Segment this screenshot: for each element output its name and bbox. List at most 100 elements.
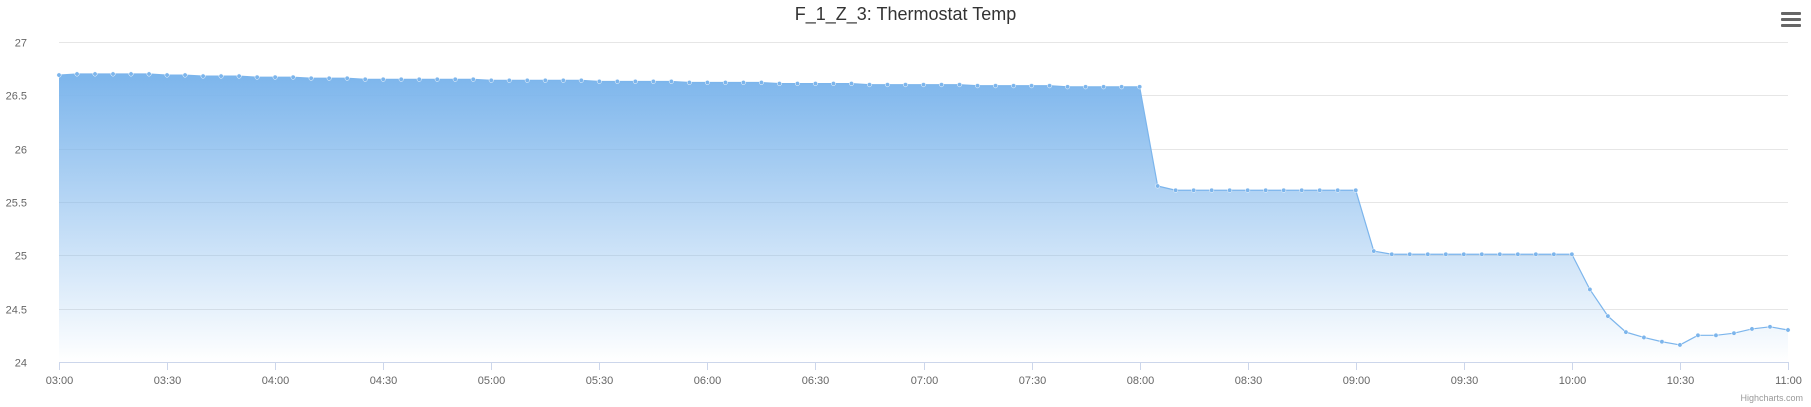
data-point <box>254 74 260 80</box>
data-point <box>110 71 116 77</box>
data-point <box>831 81 836 87</box>
axis-layer: 24 24.5 25 25.5 26 26.5 27 03:00 03:30 04:00 04:30… <box>6 38 1802 388</box>
data-point <box>740 80 746 85</box>
data-point <box>524 77 530 83</box>
x-tick-label: 10:00 <box>1559 375 1587 387</box>
data-point <box>1245 187 1251 193</box>
data-point <box>1389 251 1395 257</box>
data-point <box>1299 187 1305 193</box>
data-point <box>632 79 638 84</box>
x-tick-label: 05:30 <box>586 375 614 387</box>
data-point <box>704 80 710 85</box>
menu-bar-middle <box>1781 18 1801 21</box>
data-point <box>1749 326 1755 332</box>
data-point <box>957 82 962 88</box>
data-point <box>921 82 926 88</box>
data-point <box>1587 287 1593 292</box>
data-point <box>722 80 728 85</box>
data-point <box>92 71 98 77</box>
data-point <box>1461 251 1467 257</box>
data-point <box>596 79 602 84</box>
data-point <box>794 81 800 87</box>
data-point <box>542 77 548 83</box>
data-point <box>1119 84 1125 90</box>
data-point <box>218 73 224 79</box>
data-point <box>290 74 296 80</box>
data-point <box>416 76 422 82</box>
data-point <box>272 74 278 80</box>
data-point <box>1533 251 1539 257</box>
data-point <box>812 81 818 87</box>
hamburger-menu-icon[interactable] <box>1781 10 1801 28</box>
data-point <box>1623 329 1629 335</box>
x-tick-label: 08:00 <box>1127 375 1155 387</box>
data-point <box>1065 84 1071 90</box>
data-point <box>398 76 404 82</box>
data-point <box>1029 83 1035 89</box>
data-point <box>1515 251 1521 257</box>
data-point <box>146 71 152 77</box>
data-point <box>885 82 890 88</box>
data-point <box>1227 187 1233 193</box>
x-tick-label: 10:30 <box>1667 375 1695 387</box>
x-tick-label: 03:00 <box>46 375 74 387</box>
data-point <box>56 72 62 78</box>
chart-title: F_1_Z_3: Thermostat Temp <box>794 4 1017 24</box>
data-point <box>434 76 440 82</box>
data-point <box>1155 183 1161 189</box>
data-point <box>1173 187 1179 193</box>
area-layer <box>59 74 1788 362</box>
menu-bar-top <box>1781 12 1801 15</box>
x-tick-label: 06:30 <box>802 375 830 387</box>
x-tick-label: 06:00 <box>694 375 722 387</box>
data-point <box>1605 313 1611 319</box>
data-point <box>1137 84 1143 90</box>
data-point <box>776 81 782 87</box>
y-tick-label: 27 <box>15 38 27 50</box>
data-point <box>452 76 458 82</box>
x-tick-label: 09:00 <box>1343 375 1371 387</box>
data-point <box>326 75 332 81</box>
data-point <box>1101 84 1107 90</box>
data-point <box>1011 83 1016 89</box>
data-point <box>1497 251 1503 257</box>
y-tick-label: 26 <box>15 145 27 157</box>
data-point <box>1659 339 1665 345</box>
x-tick-label: 07:00 <box>911 375 939 387</box>
data-point <box>488 77 494 83</box>
data-point <box>344 75 350 81</box>
data-point <box>1551 251 1557 257</box>
data-point <box>1407 251 1413 257</box>
data-point <box>758 80 764 85</box>
credits-label[interactable]: Highcharts.com <box>1740 393 1803 403</box>
data-point <box>1641 335 1647 340</box>
x-tick-label: 04:00 <box>262 375 290 387</box>
x-tick-label: 03:30 <box>154 375 182 387</box>
x-tick-label: 05:00 <box>478 375 506 387</box>
data-point <box>686 80 692 85</box>
data-point <box>362 76 368 82</box>
data-point <box>128 71 134 77</box>
y-tick-label: 25.5 <box>6 198 27 210</box>
data-point <box>867 82 872 88</box>
x-tick-label: 11:00 <box>1775 375 1802 387</box>
data-point <box>1569 251 1575 257</box>
data-point <box>1425 251 1431 257</box>
data-point <box>668 79 674 84</box>
data-point <box>560 77 566 83</box>
data-point <box>939 82 944 88</box>
data-point <box>849 81 854 87</box>
data-point <box>650 79 656 84</box>
data-point <box>1353 187 1359 193</box>
data-point <box>1677 342 1683 348</box>
data-point <box>1443 251 1449 257</box>
data-point <box>182 72 188 78</box>
y-tick-label: 26.5 <box>6 91 27 103</box>
data-point <box>380 76 386 82</box>
data-point <box>1083 84 1089 90</box>
data-point <box>1713 332 1719 338</box>
point-layer <box>56 71 1791 348</box>
menu-bar-bottom <box>1781 24 1801 27</box>
data-point <box>578 77 584 83</box>
